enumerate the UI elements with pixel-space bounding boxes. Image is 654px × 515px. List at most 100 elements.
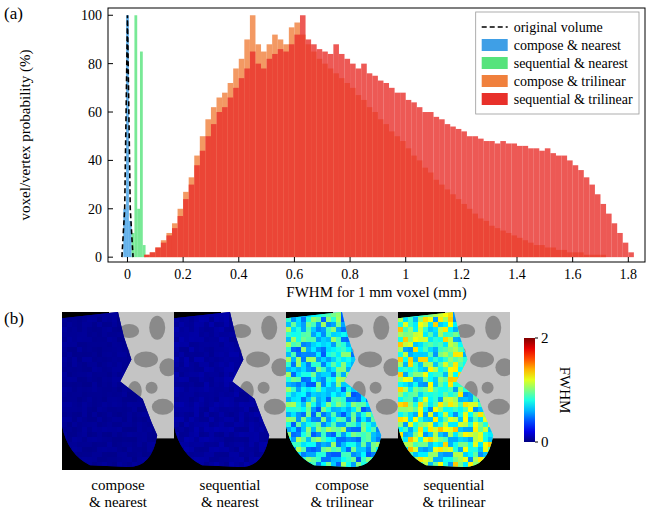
- texture-cell: [172, 362, 174, 367]
- texture-cell: [189, 467, 194, 470]
- fwhm-region: [62, 312, 157, 467]
- texture-cell: [311, 312, 316, 317]
- texture-cell: [67, 417, 72, 422]
- texture-cell: [269, 327, 274, 332]
- texture-cell: [254, 427, 259, 432]
- texture-cell: [179, 347, 184, 352]
- texture-cell: [274, 352, 279, 357]
- texture-cell: [209, 422, 214, 427]
- histogram-bar: [205, 119, 211, 257]
- texture-cell: [82, 397, 87, 402]
- texture-cell: [269, 437, 274, 442]
- texture-cell: [224, 427, 229, 432]
- texture-cell: [204, 407, 209, 412]
- texture-cell: [229, 327, 234, 332]
- texture-cell: [157, 402, 162, 407]
- texture-cell: [311, 322, 316, 327]
- texture-cell: [67, 392, 72, 397]
- texture-cell: [269, 402, 274, 407]
- texture-cell: [142, 447, 147, 452]
- texture-cell: [147, 342, 152, 347]
- texture-cell: [284, 377, 286, 382]
- texture-cell: [296, 447, 301, 452]
- texture-cell: [97, 337, 102, 342]
- texture-cell: [142, 467, 147, 470]
- texture-cell: [62, 317, 67, 322]
- texture-cell: [107, 312, 112, 317]
- texture-cell: [142, 417, 147, 422]
- y-tick: [108, 15, 113, 16]
- legend-swatch: [482, 75, 508, 87]
- sulcus: [376, 399, 398, 415]
- texture-cell: [229, 422, 234, 427]
- histogram-bar: [333, 44, 339, 257]
- texture-cell: [244, 387, 249, 392]
- texture-cell: [77, 427, 82, 432]
- texture-cell: [254, 467, 259, 470]
- texture-cell: [259, 362, 264, 367]
- texture-cell: [172, 367, 174, 372]
- texture-cell: [82, 312, 87, 317]
- texture-cell: [306, 342, 311, 347]
- texture-cell: [97, 442, 102, 447]
- texture-cell: [249, 387, 254, 392]
- texture-cell: [229, 442, 234, 447]
- texture-cell: [301, 367, 306, 372]
- texture-cell: [259, 357, 264, 362]
- texture-cell: [259, 342, 264, 347]
- texture-cell: [311, 332, 316, 337]
- texture-cell: [72, 407, 77, 412]
- texture-cell: [162, 397, 167, 402]
- texture-cell: [249, 352, 254, 357]
- texture-cell: [184, 357, 189, 362]
- texture-cell: [249, 332, 254, 337]
- texture-cell: [296, 402, 301, 407]
- texture-cell: [199, 332, 204, 337]
- texture-cell: [92, 452, 97, 457]
- texture-cell: [132, 357, 137, 362]
- texture-cell: [167, 367, 172, 372]
- texture-cell: [284, 397, 286, 402]
- texture-cell: [209, 452, 214, 457]
- texture-cell: [291, 372, 296, 377]
- texture-cell: [199, 312, 204, 317]
- sulcus: [152, 399, 174, 415]
- texture-cell: [316, 362, 321, 367]
- texture-cell: [209, 427, 214, 432]
- texture-cell: [62, 417, 67, 422]
- texture-cell: [239, 412, 244, 417]
- texture-cell: [229, 397, 234, 402]
- texture-cell: [72, 387, 77, 392]
- texture-cell: [112, 447, 117, 452]
- texture-cell: [284, 412, 286, 417]
- texture-cell: [97, 432, 102, 437]
- texture-cell: [62, 392, 67, 397]
- texture-cell: [254, 447, 259, 452]
- texture-cell: [132, 437, 137, 442]
- texture-cell: [162, 457, 167, 462]
- texture-cell: [97, 397, 102, 402]
- texture-cell: [67, 377, 72, 382]
- texture-cell: [269, 427, 274, 432]
- texture-cell: [224, 367, 229, 372]
- texture-cell: [72, 447, 77, 452]
- texture-cell: [62, 387, 67, 392]
- texture-cell: [137, 337, 142, 342]
- texture-cell: [137, 462, 142, 467]
- texture-cell: [209, 322, 214, 327]
- texture-cell: [72, 382, 77, 387]
- texture-cell: [162, 382, 167, 387]
- histogram-bar: [467, 136, 473, 257]
- texture-cell: [311, 407, 316, 412]
- texture-cell: [172, 357, 174, 362]
- histogram-bar: [200, 151, 206, 257]
- line-series: [122, 15, 133, 257]
- texture-cell: [97, 417, 102, 422]
- texture-cell: [229, 432, 234, 437]
- texture-cell: [72, 317, 77, 322]
- histogram-bar: [372, 76, 378, 257]
- texture-cell: [77, 422, 82, 427]
- histogram-bar: [294, 23, 300, 258]
- texture-cell: [179, 312, 184, 317]
- texture-cell: [279, 322, 284, 327]
